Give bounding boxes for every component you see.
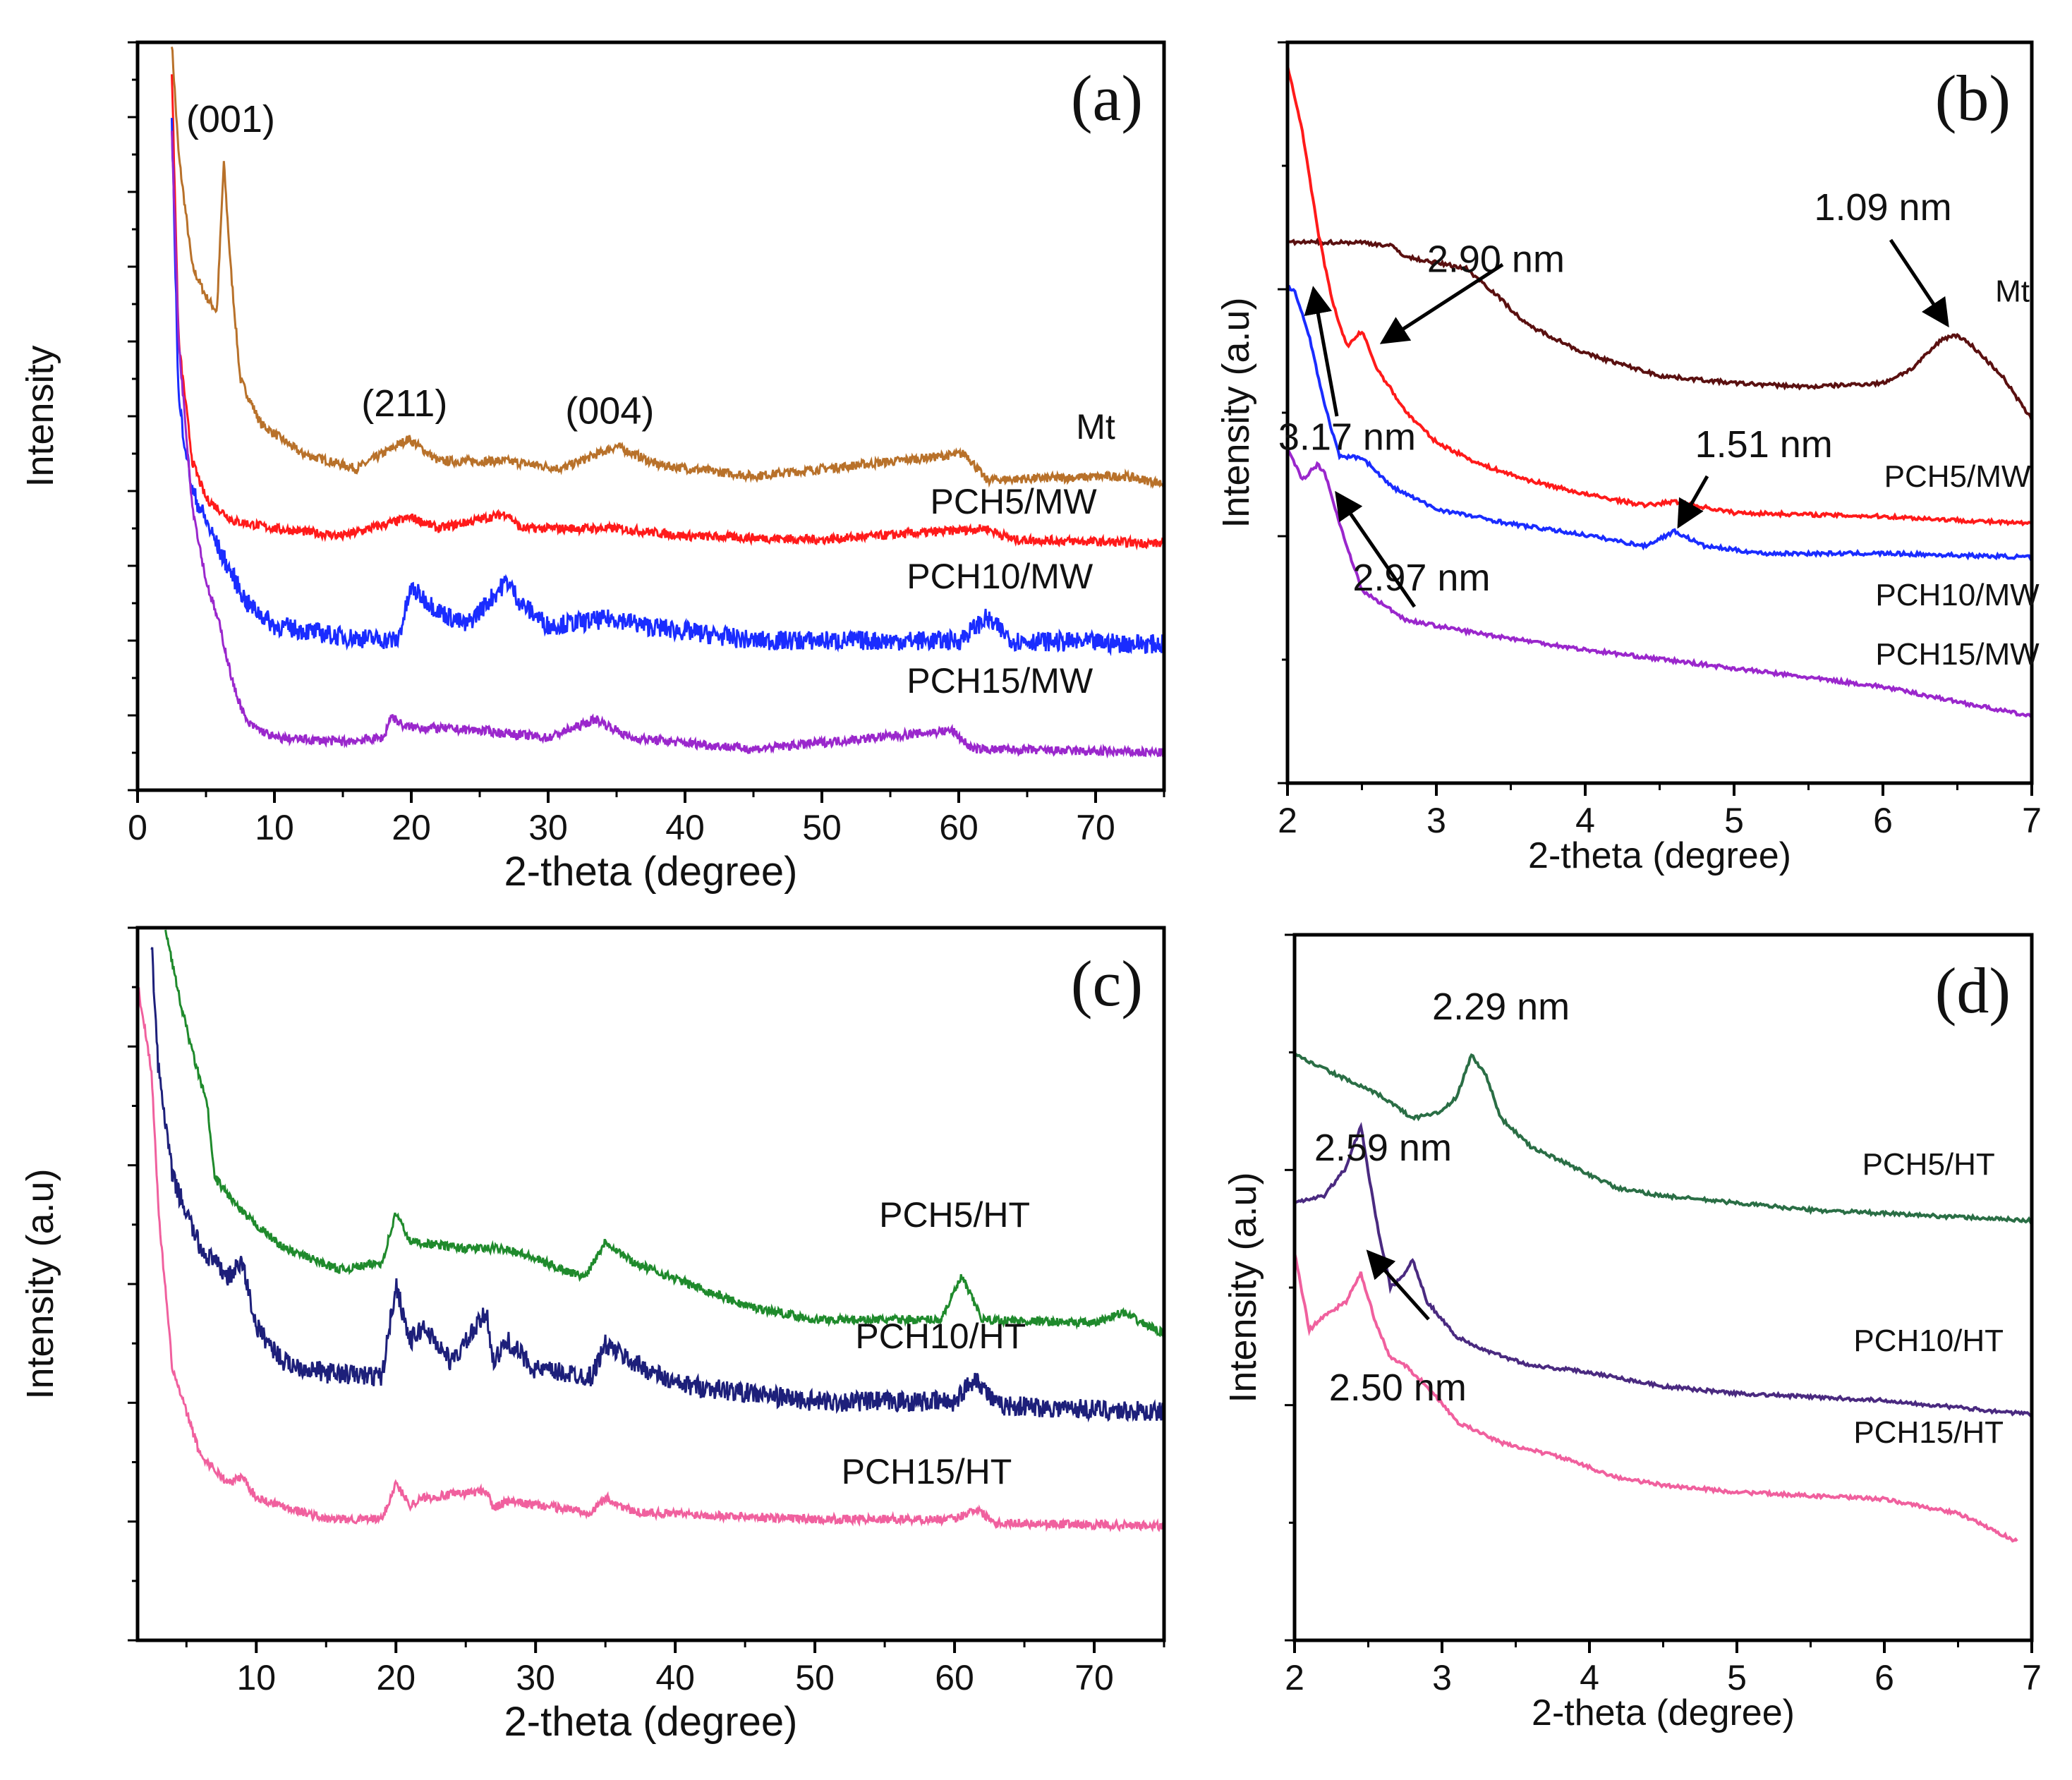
x-tick-label: 60: [935, 1658, 974, 1697]
x-tick-label: 20: [376, 1658, 416, 1697]
peak-annotation: 2.50 nm: [1329, 1367, 1467, 1409]
series-label: PCH10/HT: [1853, 1324, 2004, 1358]
x-tick-label: 60: [939, 808, 979, 847]
series-line-pch15-mw: [171, 131, 1164, 759]
series-label: PCH5/MW: [1884, 459, 2031, 494]
annotation-arrow: [1889, 238, 1949, 328]
peak-annotation: 1.51 nm: [1695, 423, 1833, 466]
series-label: Mt: [1995, 274, 2030, 309]
series-line-pch5-ht: [1295, 1052, 2032, 1225]
panel-c: 10 20 30 40 50 60 70 2-theta (degree) Intensity …: [19, 926, 1166, 1745]
panel-letter: (a): [1071, 62, 1143, 134]
x-tick-label: 4: [1580, 1658, 1599, 1697]
axes-frame: [1292, 933, 2034, 1642]
series-line-pch5-mw: [171, 74, 1164, 551]
series-line-pch10-ht: [1295, 1122, 2032, 1417]
panel-letter: (d): [1935, 955, 2011, 1027]
series-label: PCH15/HT: [842, 1452, 1012, 1491]
x-tick-label: 30: [516, 1658, 555, 1697]
panel-b: 2 3 4 5 6 7 2-theta (degree) Intensity (a.u) (b)…: [1215, 40, 2042, 876]
x-tick-label: 50: [795, 1658, 835, 1697]
peak-annotation: 2.29 nm: [1432, 986, 1570, 1028]
x-tick-label: 70: [1076, 808, 1115, 847]
x-tick-label: 6: [1874, 1658, 1894, 1697]
annotation-arrow: [1379, 262, 1504, 344]
peak-annotation: (211): [361, 382, 447, 425]
series-line-pch15-ht: [138, 986, 1164, 1533]
x-tick-label: 3: [1432, 1658, 1452, 1697]
peak-annotation: 2.59 nm: [1314, 1127, 1452, 1169]
series-line-pch15-ht: [1295, 1252, 2018, 1543]
annotation-arrow: [1366, 1249, 1430, 1321]
x-tick-label: 30: [528, 808, 568, 847]
x-tick-label: 10: [255, 808, 294, 847]
x-tick-label: 20: [392, 808, 431, 847]
x-axis-label: 2-theta (degree): [1532, 1693, 1795, 1733]
series-line-pch10-mw: [171, 118, 1164, 657]
x-tick-label: 2: [1285, 1658, 1304, 1697]
series-line-pch15-mw: [1288, 447, 2032, 718]
peak-annotation: (001): [186, 98, 275, 140]
x-tick-label: 2: [1278, 801, 1297, 840]
series-label: PCH15/HT: [1853, 1415, 2004, 1450]
annotation-arrow: [1335, 490, 1417, 608]
panel-letter: (b): [1935, 62, 2011, 134]
y-axis-label: Intensity (a.u): [19, 1168, 61, 1399]
series-line-pch5-ht: [164, 929, 1164, 1338]
x-tick-label: 5: [1727, 1658, 1747, 1697]
peak-annotation: 1.09 nm: [1814, 186, 1951, 229]
y-axis-label: Intensity (a.u): [1215, 297, 1257, 528]
axes-frame: [1285, 40, 2034, 785]
series-label: PCH5/HT: [879, 1195, 1030, 1235]
annotation-arrow: [1304, 286, 1339, 417]
series-line-pch10-mw: [1288, 284, 2032, 562]
axes-frame: [135, 926, 1166, 1642]
x-tick-label: 5: [1724, 801, 1744, 840]
x-tick-label: 10: [236, 1658, 276, 1697]
series-label: PCH10/MW: [907, 557, 1093, 596]
series-line-mt: [1288, 237, 2032, 422]
x-tick-label: 50: [802, 808, 842, 847]
series-label: PCH15/MW: [907, 661, 1093, 701]
panel-a: 0 10 20 30 40 50 60 70 2-theta (degree) Intensity…: [19, 40, 1166, 895]
series-label: PCH10/HT: [855, 1316, 1026, 1356]
y-axis-label: Intensity (a.u): [1222, 1172, 1264, 1403]
peak-annotation: (004): [565, 390, 654, 432]
series-label: PCH5/MW: [931, 482, 1098, 521]
x-axis-label: 2-theta (degree): [1528, 835, 1791, 876]
peak-annotation: 2.97 nm: [1352, 557, 1490, 599]
series-line-pch5-mw: [1288, 65, 2032, 527]
series-line-pch10-ht: [150, 947, 1164, 1423]
panel-letter: (c): [1071, 947, 1143, 1019]
x-tick-label: 7: [2022, 1658, 2042, 1697]
x-tick-label: 7: [2022, 801, 2042, 840]
x-tick-label: 3: [1426, 801, 1446, 840]
annotation-arrow: [1677, 475, 1709, 529]
x-tick-label: 70: [1074, 1658, 1114, 1697]
panel-d: 2 3 4 5 6 7 2-theta (degree) Intensity (a.u) (d)…: [1222, 933, 2042, 1733]
y-axis-label: Intensity: [19, 345, 61, 487]
peak-annotation: 2.90 nm: [1427, 238, 1565, 281]
x-axis-label: 2-theta (degree): [504, 849, 798, 895]
x-tick-label: 4: [1575, 801, 1595, 840]
series-label: PCH10/MW: [1875, 578, 2040, 612]
x-tick-label: 40: [655, 1658, 695, 1697]
x-tick-label: 0: [128, 808, 147, 847]
series-label: PCH5/HT: [1862, 1147, 1995, 1182]
series-label: Mt: [1076, 407, 1115, 447]
series-line-mt: [171, 47, 1164, 490]
series-label: PCH15/MW: [1875, 637, 2040, 672]
x-tick-label: 6: [1873, 801, 1893, 840]
x-axis-label: 2-theta (degree): [504, 1699, 798, 1745]
peak-annotation: 3.17 nm: [1278, 416, 1416, 459]
x-tick-label: 40: [665, 808, 705, 847]
